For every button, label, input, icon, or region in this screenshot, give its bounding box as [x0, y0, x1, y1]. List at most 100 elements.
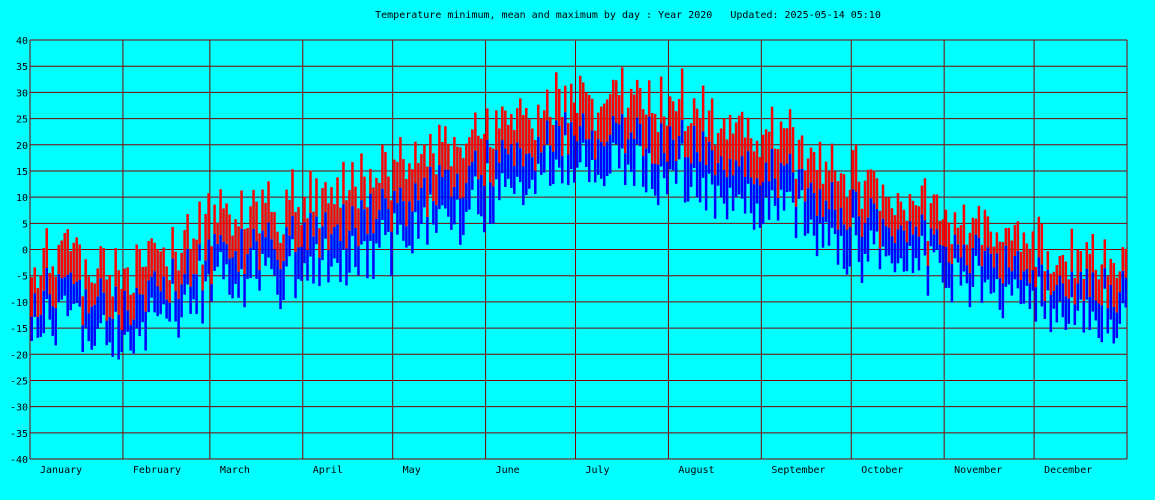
min-bar [866, 217, 870, 262]
max-bar [561, 116, 564, 156]
max-bar [435, 174, 438, 206]
min-bar [363, 209, 366, 242]
max-bar [168, 280, 171, 303]
max-bar [384, 151, 387, 199]
max-bar [617, 95, 621, 125]
max-bar [1076, 249, 1080, 284]
y-tick-label: -20 [10, 350, 28, 361]
max-bar [261, 189, 264, 231]
max-bar [441, 141, 444, 178]
min-bar [941, 245, 945, 283]
min-bar [150, 276, 153, 298]
min-bar [387, 209, 390, 232]
min-bar [39, 314, 42, 337]
max-bar [683, 131, 687, 158]
min-bar [72, 284, 75, 304]
min-bar [117, 314, 120, 360]
max-bar [273, 212, 276, 250]
min-bar [887, 227, 891, 256]
min-bar [558, 125, 561, 168]
max-bar [929, 203, 933, 229]
min-bar [632, 138, 636, 186]
min-bar [641, 156, 645, 187]
max-bar [345, 200, 348, 249]
max-bar [968, 232, 972, 274]
max-bar [93, 283, 96, 305]
min-bar [779, 163, 783, 190]
max-bar [902, 209, 906, 231]
min-bar [1076, 283, 1080, 311]
min-bar [201, 290, 204, 324]
max-bar [1034, 266, 1038, 288]
min-bar [668, 126, 672, 170]
max-bar [36, 288, 39, 318]
min-bar [842, 224, 846, 269]
min-bar [264, 237, 267, 266]
max-bar [602, 103, 606, 147]
min-bar [243, 273, 246, 308]
max-bar [1025, 243, 1029, 270]
max-bar [288, 199, 291, 236]
min-bar [770, 148, 774, 191]
min-bar [755, 178, 759, 204]
min-bar [1088, 296, 1092, 331]
min-bar [821, 216, 825, 248]
y-tick-label: -35 [10, 429, 28, 440]
max-bar [1037, 216, 1041, 258]
max-bar [495, 110, 498, 151]
max-bar [635, 79, 639, 118]
min-bar [48, 294, 51, 320]
max-bar [992, 246, 996, 268]
min-bar [462, 197, 465, 236]
min-bar [129, 324, 132, 351]
max-bar [177, 270, 180, 300]
max-bar [764, 129, 768, 163]
min-bar [725, 177, 729, 220]
min-bar [228, 258, 231, 295]
x-month-label: March [220, 465, 250, 476]
chart-title: Temperature minimum, mean and maximum by… [375, 10, 881, 21]
max-bar [147, 240, 150, 281]
max-bar [453, 137, 456, 188]
min-bar [375, 219, 378, 244]
max-bar [450, 166, 453, 197]
max-bar [641, 109, 645, 157]
min-bar [483, 186, 486, 233]
max-bar [1067, 279, 1071, 299]
min-bar [1091, 272, 1095, 312]
max-bar [54, 276, 57, 309]
min-bar [399, 187, 402, 225]
min-bar [587, 139, 591, 183]
y-tick-label: -40 [10, 455, 28, 466]
min-bar [183, 274, 186, 295]
min-bar [878, 248, 882, 270]
min-bar [1100, 305, 1104, 343]
min-bar [546, 120, 549, 144]
min-bar [968, 273, 972, 308]
max-bar [644, 114, 648, 149]
min-bar [432, 201, 435, 225]
min-bar [414, 183, 417, 213]
max-bar [534, 140, 537, 171]
min-bar [1118, 292, 1122, 324]
min-bar [168, 302, 171, 322]
max-bar [90, 282, 93, 307]
max-bar [1085, 242, 1089, 269]
min-bar [881, 218, 885, 247]
x-month-label: May [403, 465, 421, 476]
max-bar [761, 134, 765, 183]
max-bar [995, 232, 999, 254]
min-bar [692, 125, 696, 168]
min-bar [608, 134, 612, 174]
min-bar [794, 206, 798, 239]
max-bar [1118, 271, 1122, 293]
max-bar [198, 201, 201, 245]
max-bar [246, 227, 249, 255]
max-bar [525, 108, 528, 155]
min-bar [977, 238, 981, 266]
min-bar [599, 142, 603, 179]
max-bar [1007, 227, 1011, 268]
max-bar [1082, 278, 1086, 302]
min-bar [93, 304, 96, 346]
min-bar [719, 156, 723, 198]
